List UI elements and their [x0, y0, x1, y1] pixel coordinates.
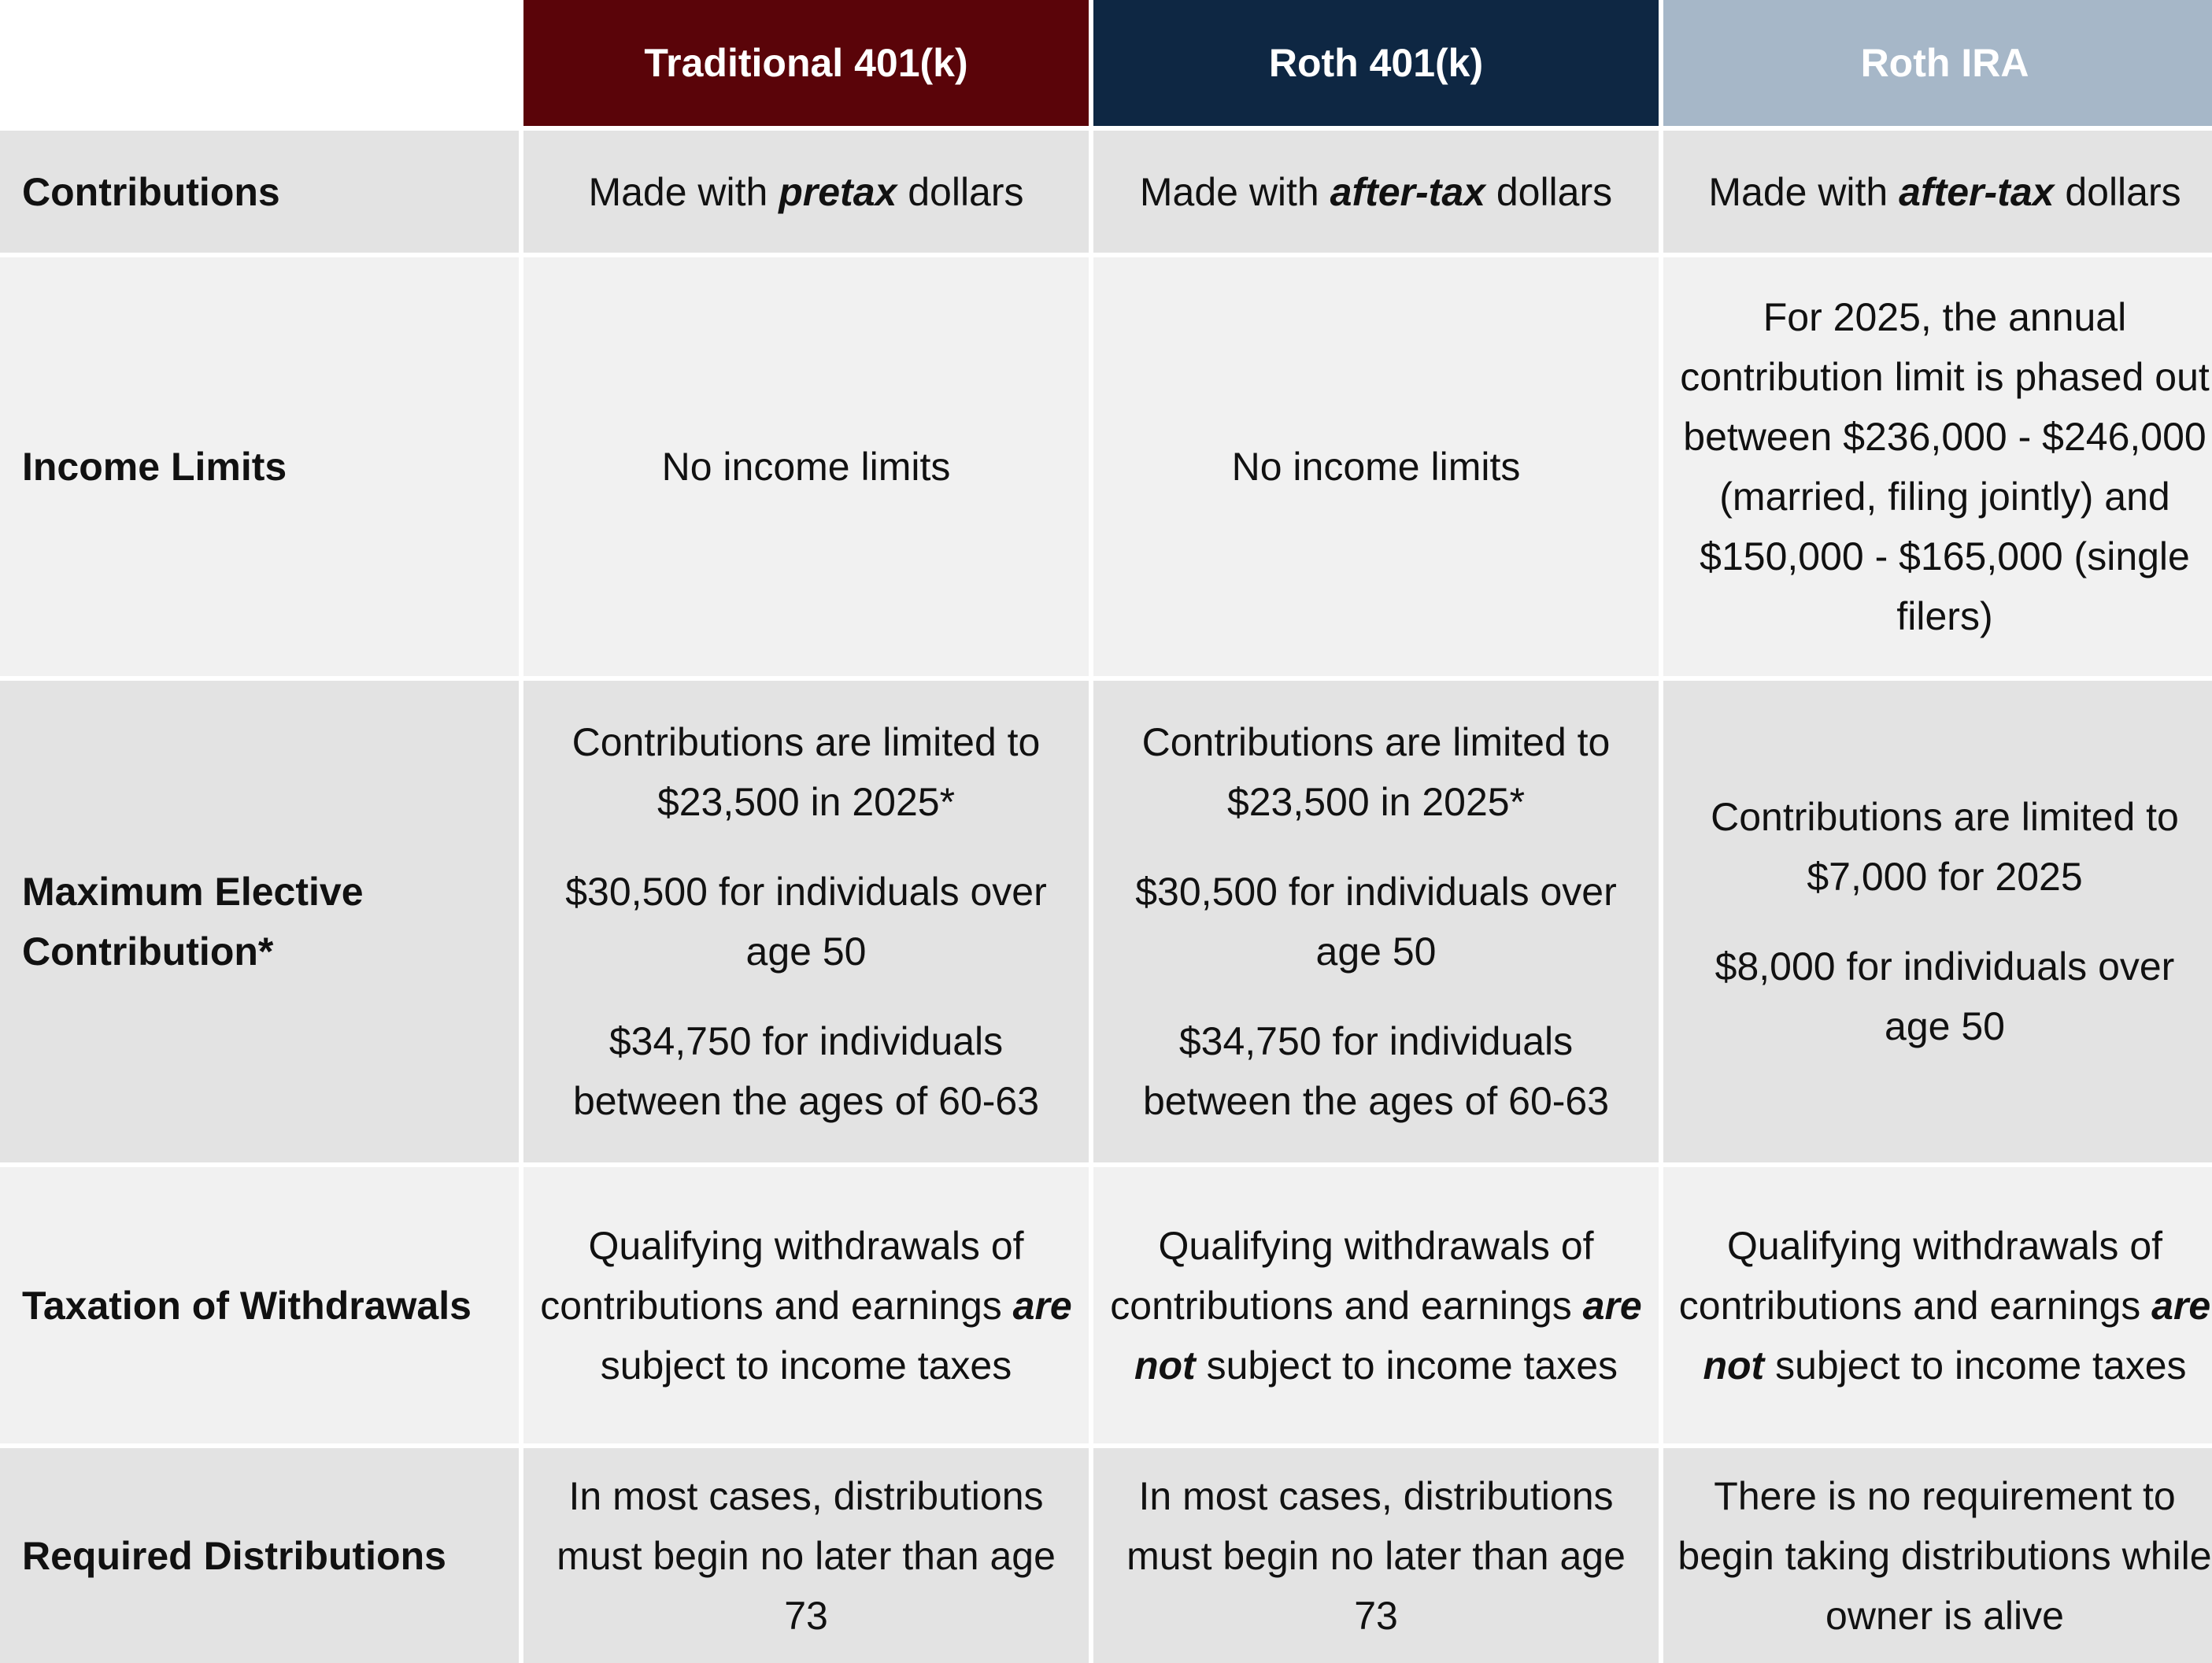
cell-income-limits-roth-401k: No income limits [1093, 257, 1659, 676]
cell-text: Made with pretax dollars [588, 169, 1024, 214]
cell-text: Qualifying withdrawals of contributions … [1678, 1223, 2211, 1388]
cell-paragraph: $34,750 for individuals between the ages… [572, 1019, 1040, 1123]
header-roth-ira: Roth IRA [1663, 0, 2212, 126]
cell-income-limits-traditional: No income limits [523, 257, 1089, 676]
cell-max-elective-roth-401k: Contributions are limited to $23,500 in … [1093, 681, 1659, 1162]
cell-text: Qualifying withdrawals of contributions … [1110, 1223, 1642, 1388]
row-label-line: Contribution* [22, 929, 274, 974]
row-label-contributions: Contributions [0, 131, 519, 253]
cell-required-distributions-traditional: In most cases, distributions must begin … [523, 1448, 1089, 1663]
cell-required-distributions-roth-ira: There is no requirement to begin taking … [1663, 1448, 2212, 1663]
cell-paragraph: Contributions are limited to $23,500 in … [1141, 720, 1611, 824]
cell-contributions-traditional: Made with pretax dollars [523, 131, 1089, 253]
row-label-income-limits: Income Limits [0, 257, 519, 676]
cell-text: Qualifying withdrawals of contributions … [540, 1223, 1072, 1388]
cell-taxation-roth-ira: Qualifying withdrawals of contributions … [1663, 1167, 2212, 1443]
row-label-line: Maximum Elective [22, 870, 364, 914]
cell-paragraph: Contributions are limited to $7,000 for … [1711, 795, 2179, 899]
cell-text: Made with after-tax dollars [1708, 169, 2181, 214]
cell-text: Made with after-tax dollars [1139, 169, 1613, 214]
cell-paragraph: $30,500 for individuals over age 50 [565, 870, 1047, 974]
cell-contributions-roth-ira: Made with after-tax dollars [1663, 131, 2212, 253]
cell-paragraph: $30,500 for individuals over age 50 [1135, 870, 1617, 974]
row-label-required-distributions: Required Distributions [0, 1448, 519, 1663]
cell-max-elective-roth-ira: Contributions are limited to $7,000 for … [1663, 681, 2212, 1162]
cell-contributions-roth-401k: Made with after-tax dollars [1093, 131, 1659, 253]
header-roth-401k: Roth 401(k) [1093, 0, 1659, 126]
cell-paragraph: $8,000 for individuals over age 50 [1714, 944, 2175, 1048]
cell-taxation-roth-401k: Qualifying withdrawals of contributions … [1093, 1167, 1659, 1443]
cell-income-limits-roth-ira: For 2025, the annual contribution limit … [1663, 257, 2212, 676]
cell-paragraph: Contributions are limited to $23,500 in … [571, 720, 1041, 824]
cell-taxation-traditional: Qualifying withdrawals of contributions … [523, 1167, 1089, 1443]
header-traditional-401k: Traditional 401(k) [523, 0, 1089, 126]
cell-max-elective-traditional: Contributions are limited to $23,500 in … [523, 681, 1089, 1162]
header-corner [0, 0, 519, 126]
cell-required-distributions-roth-401k: In most cases, distributions must begin … [1093, 1448, 1659, 1663]
row-label-max-elective-contribution: Maximum Elective Contribution* [0, 681, 519, 1162]
cell-paragraph: $34,750 for individuals between the ages… [1142, 1019, 1610, 1123]
row-label-taxation-of-withdrawals: Taxation of Withdrawals [0, 1167, 519, 1443]
